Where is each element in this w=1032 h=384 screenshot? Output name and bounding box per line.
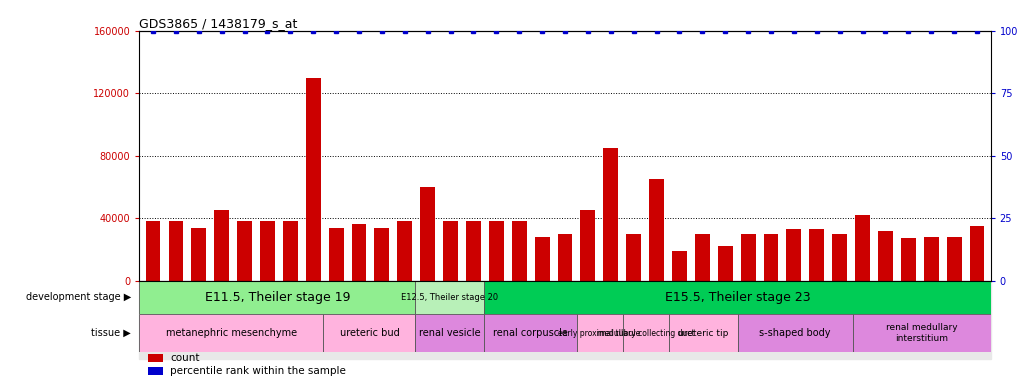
FancyBboxPatch shape: [484, 281, 991, 314]
Bar: [215, 210, 229, 281]
Bar: [649, 179, 664, 281]
Bar: [260, 220, 275, 281]
FancyBboxPatch shape: [484, 314, 577, 352]
Bar: [786, 229, 801, 281]
Text: ureteric tip: ureteric tip: [678, 329, 729, 338]
Bar: [512, 221, 526, 281]
Text: count: count: [170, 353, 199, 363]
Bar: [969, 226, 985, 281]
Bar: [352, 224, 366, 281]
Bar: [878, 231, 893, 281]
Bar: [420, 187, 436, 281]
Bar: [329, 228, 344, 281]
Bar: [375, 228, 389, 281]
Bar: [466, 220, 481, 281]
Text: E11.5, Theiler stage 19: E11.5, Theiler stage 19: [204, 291, 350, 304]
FancyBboxPatch shape: [323, 314, 416, 352]
Bar: [832, 234, 847, 281]
Bar: [305, 78, 321, 281]
Bar: [191, 228, 206, 281]
FancyBboxPatch shape: [852, 314, 991, 352]
Text: E12.5, Theiler stage 20: E12.5, Theiler stage 20: [401, 293, 498, 302]
Bar: [924, 237, 939, 281]
Bar: [535, 237, 550, 281]
Bar: [809, 229, 825, 281]
Text: renal corpuscle: renal corpuscle: [493, 328, 568, 338]
Bar: [604, 148, 618, 281]
Bar: [695, 234, 710, 281]
Bar: [148, 367, 163, 375]
FancyBboxPatch shape: [416, 314, 484, 352]
Bar: [443, 221, 458, 281]
Text: GDS3865 / 1438179_s_at: GDS3865 / 1438179_s_at: [139, 17, 297, 30]
Text: metanephric mesenchyme: metanephric mesenchyme: [166, 328, 297, 338]
Text: medullary collecting duct: medullary collecting duct: [596, 329, 695, 338]
Text: percentile rank within the sample: percentile rank within the sample: [170, 366, 346, 376]
Text: renal medullary
interstitium: renal medullary interstitium: [885, 323, 958, 343]
Text: ureteric bud: ureteric bud: [340, 328, 399, 338]
Bar: [672, 251, 687, 281]
Bar: [856, 215, 870, 281]
FancyBboxPatch shape: [738, 314, 852, 352]
Bar: [901, 238, 915, 281]
Bar: [168, 220, 184, 281]
Bar: [237, 220, 252, 281]
Bar: [946, 237, 962, 281]
FancyBboxPatch shape: [139, 314, 323, 352]
Text: s-shaped body: s-shaped body: [760, 328, 831, 338]
Text: tissue ▶: tissue ▶: [91, 328, 131, 338]
Text: development stage ▶: development stage ▶: [26, 292, 131, 302]
Bar: [741, 234, 755, 281]
FancyBboxPatch shape: [577, 314, 622, 352]
FancyBboxPatch shape: [416, 281, 484, 314]
Bar: [148, 354, 163, 362]
Bar: [626, 234, 641, 281]
Bar: [139, 281, 991, 359]
FancyBboxPatch shape: [139, 281, 416, 314]
Bar: [718, 246, 733, 281]
Bar: [489, 220, 504, 281]
Bar: [397, 221, 412, 281]
Bar: [146, 221, 161, 281]
Bar: [557, 234, 573, 281]
Text: renal vesicle: renal vesicle: [419, 328, 481, 338]
FancyBboxPatch shape: [622, 314, 669, 352]
Bar: [580, 210, 595, 281]
Bar: [764, 234, 778, 281]
Bar: [283, 220, 298, 281]
Text: early proximal tubule: early proximal tubule: [558, 329, 641, 338]
Text: E15.5, Theiler stage 23: E15.5, Theiler stage 23: [665, 291, 810, 304]
FancyBboxPatch shape: [669, 314, 738, 352]
